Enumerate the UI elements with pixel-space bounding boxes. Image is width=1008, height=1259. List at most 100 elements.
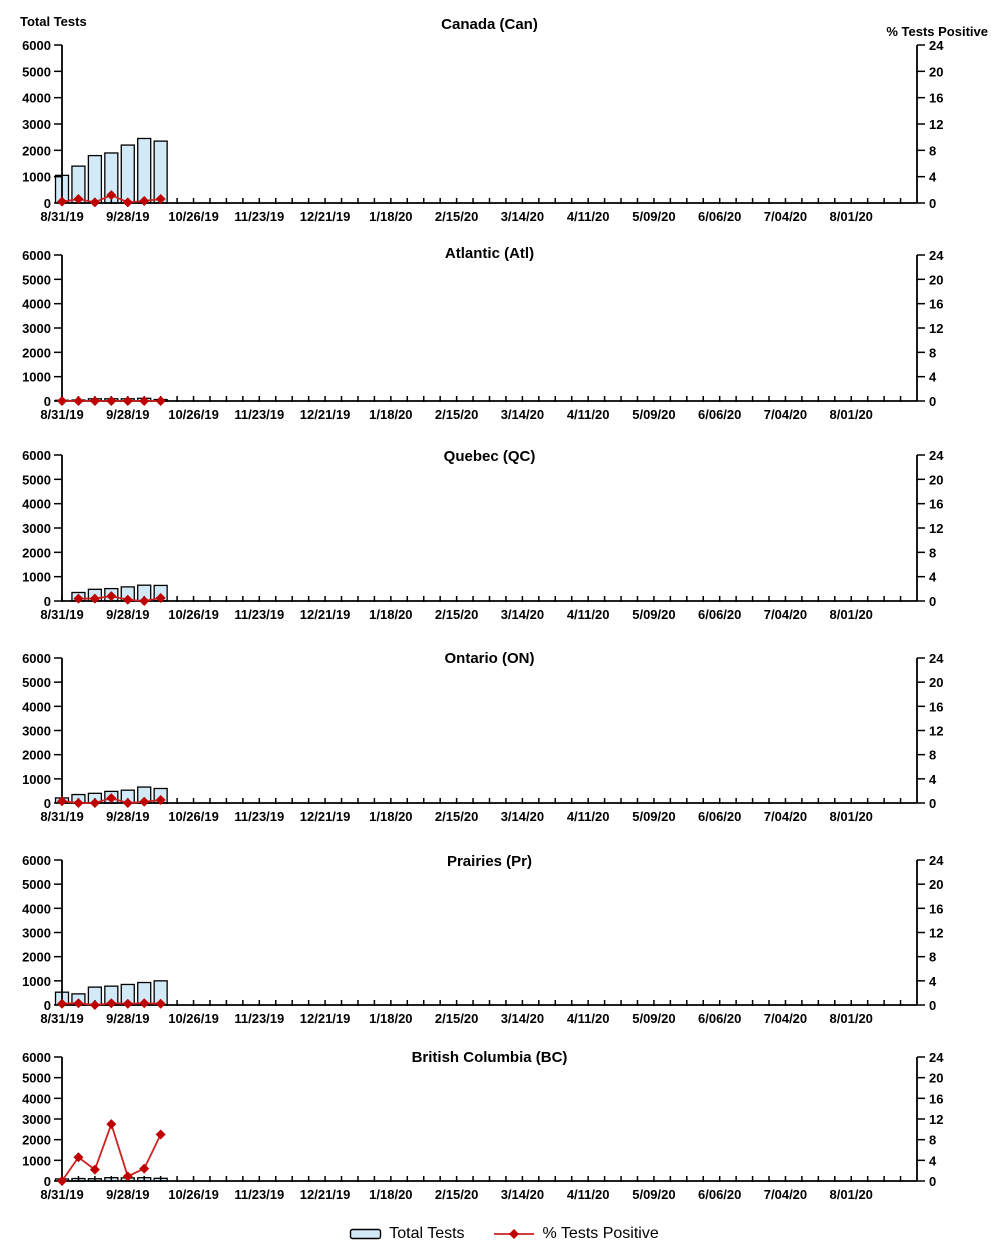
y-tick-label-left: 2000: [22, 950, 51, 965]
y-tick-label-left: 5000: [22, 1071, 51, 1086]
x-tick-label: 8/01/20: [830, 209, 873, 224]
marker-pct-positive: [155, 1129, 166, 1140]
x-tick-label: 6/06/20: [698, 809, 741, 824]
x-tick-label: 8/01/20: [830, 1011, 873, 1026]
y-tick-label-right: 8: [929, 143, 936, 158]
marker-pct-positive: [89, 1164, 100, 1175]
x-tick-label: 6/06/20: [698, 1011, 741, 1026]
bar-total-tests: [153, 140, 168, 204]
x-tick-label: 9/28/19: [106, 407, 149, 422]
y-tick-label-right: 4: [929, 1153, 937, 1168]
marker-pct-positive: [139, 196, 150, 207]
y-tick-label-right: 24: [929, 853, 944, 868]
chart-panel-prairies: 0 1000 2000 3000 4000 5000 6000 0 4 8 12 16 20 24 8/31…: [22, 853, 944, 1026]
y-tick-label-right: 0: [929, 998, 936, 1013]
x-tick-label: 10/26/19: [168, 209, 219, 224]
x-tick-label: 11/23/19: [234, 809, 284, 824]
marker-pct-positive: [57, 998, 67, 1009]
y-tick-label-right: 24: [929, 448, 944, 463]
legend-total-tests-label: Total Tests: [389, 1225, 465, 1242]
right-axis-title: % Tests Positive: [886, 24, 988, 39]
legend-pct-positive-label: % Tests Positive: [542, 1225, 659, 1242]
x-tick-label: 11/23/19: [234, 607, 284, 622]
y-tick-label-right: 0: [929, 196, 936, 211]
chart-legend: Total Tests % Tests Positive: [0, 1209, 1008, 1259]
x-tick-label: 2/15/20: [435, 1011, 478, 1026]
panel-title: Canada (Can): [441, 16, 538, 33]
marker-pct-positive: [57, 396, 67, 406]
x-tick-label: 8/31/19: [40, 607, 83, 622]
y-tick-label-right: 20: [929, 64, 943, 79]
marker-pct-positive: [89, 197, 100, 208]
marker-pct-positive: [73, 396, 84, 406]
x-tick-label: 1/18/20: [369, 607, 412, 622]
panel-title: Atlantic (Atl): [445, 245, 534, 262]
y-tick-label-left: 0: [44, 796, 51, 811]
x-tick-label: 12/21/19: [300, 607, 351, 622]
bar-total-tests: [120, 144, 135, 204]
marker-pct-positive: [57, 196, 67, 207]
y-tick-label-right: 12: [929, 724, 943, 739]
x-tick-label: 8/01/20: [830, 1187, 873, 1202]
y-tick-label-left: 3000: [22, 321, 51, 336]
y-tick-label-left: 5000: [22, 64, 51, 79]
y-tick-label-right: 24: [929, 38, 944, 53]
y-tick-label-right: 20: [929, 1071, 943, 1086]
x-tick-label: 1/18/20: [369, 1011, 412, 1026]
y-tick-label-left: 1000: [22, 370, 51, 385]
x-tick-label: 8/01/20: [830, 809, 873, 824]
charts-container: 0 1000 2000 3000 4000 5000 6000 0 4 8 12 16 20 24 8/31…: [20, 14, 988, 1202]
x-tick-label: 7/04/20: [764, 1187, 807, 1202]
marker-pct-positive: [139, 796, 150, 807]
x-tick-label: 4/11/20: [567, 1011, 610, 1026]
x-tick-label: 12/21/19: [300, 1011, 351, 1026]
y-tick-label-left: 6000: [22, 448, 51, 463]
x-tick-label: 1/18/20: [369, 209, 412, 224]
y-tick-label-left: 0: [44, 196, 51, 211]
x-tick-label: 12/21/19: [300, 809, 351, 824]
y-tick-label-right: 20: [929, 472, 943, 487]
x-tick-label: 3/14/20: [501, 407, 544, 422]
legend-bar-swatch-rect: [350, 1228, 382, 1240]
marker-pct-positive: [155, 998, 166, 1009]
y-tick-label-left: 0: [44, 394, 51, 409]
y-tick-label-right: 4: [929, 772, 937, 787]
y-tick-label-left: 2000: [22, 143, 51, 158]
x-tick-label: 6/06/20: [698, 607, 741, 622]
y-tick-label-right: 12: [929, 926, 943, 941]
y-tick-label-left: 4000: [22, 297, 51, 312]
marker-pct-positive: [122, 1171, 133, 1182]
x-tick-label: 4/11/20: [567, 209, 610, 224]
chart-panel-ontario: 0 1000 2000 3000 4000 5000 6000 0 4 8 12 16 20 24 8/31…: [22, 650, 944, 824]
y-tick-label-right: 12: [929, 321, 943, 336]
y-tick-label-left: 5000: [22, 877, 51, 892]
y-tick-label-right: 16: [929, 901, 943, 916]
chart-panel-quebec: 0 1000 2000 3000 4000 5000 6000 0 4 8 12 16 20 24 8/31…: [22, 448, 944, 622]
marker-pct-positive: [155, 194, 166, 205]
marker-pct-positive: [89, 593, 100, 604]
x-tick-label: 9/28/19: [106, 209, 149, 224]
marker-pct-positive: [106, 190, 117, 201]
y-tick-label-right: 8: [929, 1133, 936, 1148]
y-tick-label-right: 0: [929, 796, 936, 811]
x-tick-label: 5/09/20: [632, 1187, 675, 1202]
marker-pct-positive: [122, 798, 133, 808]
marker-pct-positive: [106, 396, 117, 406]
y-tick-label-left: 2000: [22, 345, 51, 360]
marker-pct-positive: [122, 197, 133, 208]
y-tick-label-right: 16: [929, 497, 943, 512]
y-tick-label-right: 4: [929, 570, 937, 585]
y-tick-label-right: 24: [929, 248, 944, 263]
legend-pct-positive-marker-icon: [493, 1229, 534, 1239]
marker-pct-positive: [73, 798, 84, 808]
marker-pct-positive: [139, 396, 150, 406]
marker-pct-positive: [106, 793, 117, 804]
y-tick-label-left: 6000: [22, 38, 51, 53]
marker-pct-positive: [122, 396, 133, 406]
x-tick-label: 1/18/20: [369, 809, 412, 824]
marker-pct-positive: [106, 1119, 117, 1130]
y-tick-label-left: 6000: [22, 651, 51, 666]
legend-total-tests-swatch: [350, 1228, 382, 1240]
panel-title: Quebec (QC): [444, 448, 536, 465]
y-tick-label-right: 16: [929, 91, 943, 106]
